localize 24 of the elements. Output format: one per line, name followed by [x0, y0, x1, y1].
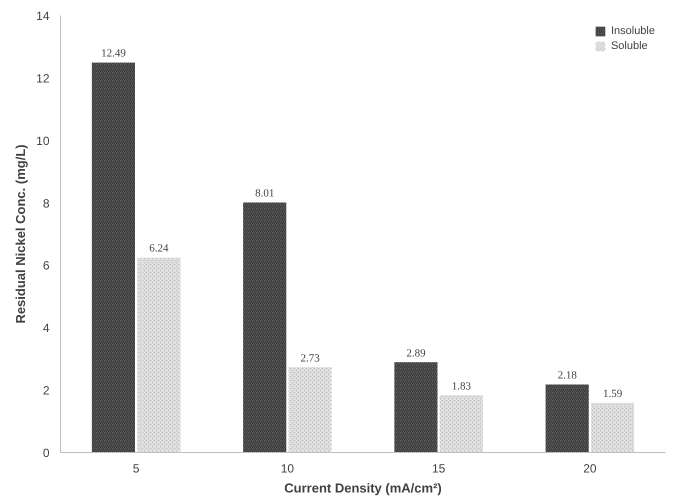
legend-label: Soluble	[610, 40, 648, 52]
data-label: 12.49	[101, 48, 126, 60]
y-tick-label: 0	[42, 446, 50, 460]
y-tick-label: 8	[42, 196, 50, 210]
y-tick-label: 12	[36, 71, 50, 86]
x-tick-label: 15	[432, 462, 446, 476]
x-tick-label: 20	[583, 462, 597, 476]
y-tick-label: 6	[42, 258, 50, 273]
data-label: 2.73	[300, 352, 320, 364]
data-label: 2.18	[558, 369, 578, 382]
x-tick-label: 5	[132, 462, 140, 476]
data-label: 1.59	[602, 388, 623, 400]
x-tick-label: 10	[280, 462, 294, 476]
y-tick-label: 2	[42, 384, 50, 398]
y-tick-label: 10	[36, 134, 50, 148]
y-tick-label: 4	[42, 321, 50, 336]
y-axis-title: Residual Nickel Conc. (mg/L)	[13, 144, 28, 324]
data-label: 6.24	[149, 242, 169, 255]
x-axis-title: Current Density (mA/cm²)	[284, 480, 442, 496]
data-label: 1.83	[452, 380, 472, 392]
data-label: 2.89	[406, 347, 426, 360]
legend-label: Insoluble	[610, 25, 655, 37]
data-label: 8.01	[255, 187, 274, 200]
y-tick-label: 14	[36, 9, 50, 23]
